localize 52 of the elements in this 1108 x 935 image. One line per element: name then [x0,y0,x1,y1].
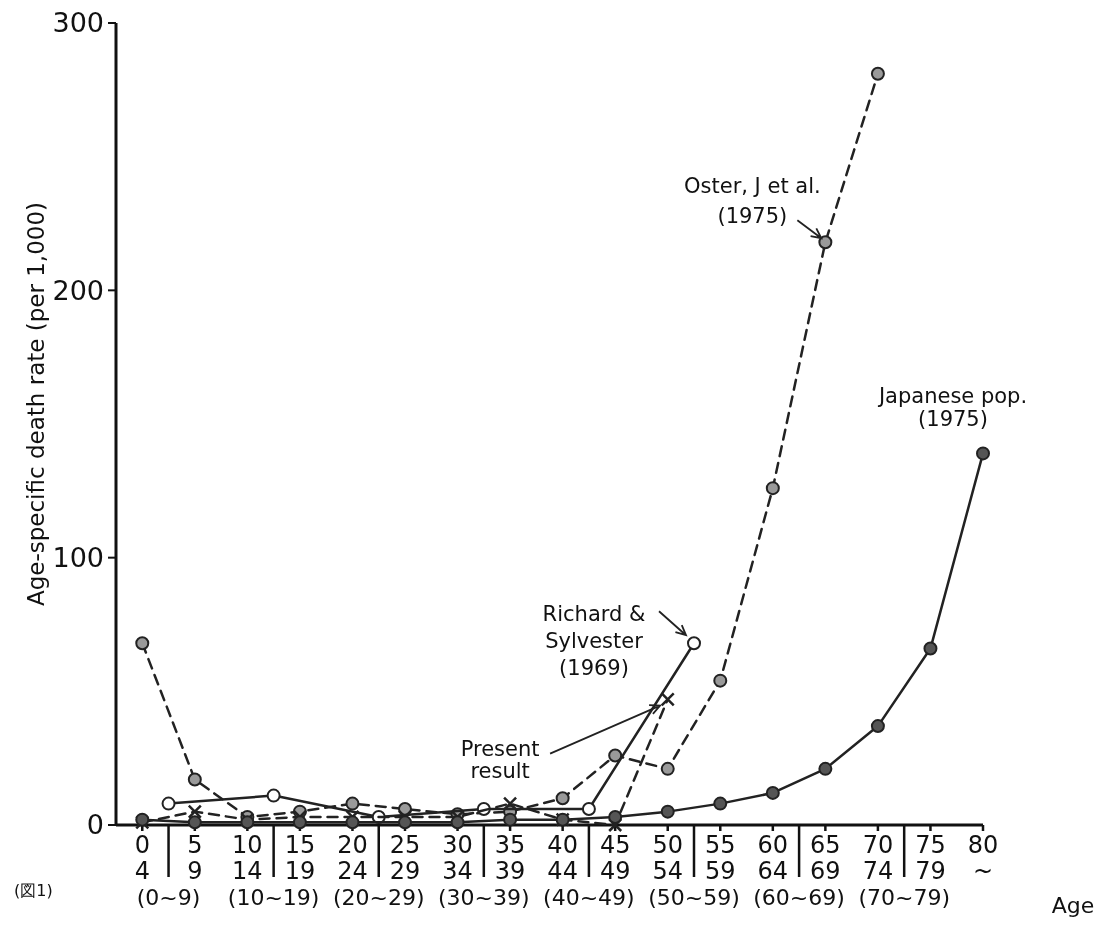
text: (図1) [14,881,53,900]
y-tick-label: 300 [52,7,104,39]
x2-tick-label: ~ [972,857,994,885]
text: (70~79) [858,885,950,910]
x2-tick-label: 54 [652,857,683,885]
text: (60~69) [753,885,845,910]
x-tick-label: 75 [915,831,946,859]
x2-tick-label: 44 [547,857,578,885]
text: (40~49) [543,885,635,910]
x-tick-label: 20 [337,831,368,859]
x2-tick-label: 69 [810,857,841,885]
y-tick-label: 200 [52,274,104,306]
x-tick-label: 80 [967,831,999,859]
x-tick-label: 50 [652,831,683,859]
x2-tick-label: 34 [442,857,473,885]
text: Japanese pop. (1975) [876,384,1028,432]
x2-tick-label: 39 [494,857,526,885]
x-tick-label: 30 [442,831,473,859]
x-tick-label: 65 [810,831,841,859]
x2-tick-label: 74 [862,857,894,885]
text: (0~9) [136,885,201,910]
x-tick-label: 10 [232,831,263,859]
x2-tick-label: 14 [232,857,263,885]
x-axis-title: Age [1051,893,1095,918]
x-tick-label: 60 [757,831,789,859]
text: (30~39) [438,885,530,910]
x2-tick-label: 59 [705,857,736,885]
x2-tick-label: 49 [599,857,631,885]
x2-tick-label: 4 [134,857,150,885]
x-tick-label: 35 [494,831,526,859]
x-tick-label: 0 [134,831,150,859]
series-label: Oster, J et al. (1975) [684,174,821,229]
x2-tick-label: 29 [389,857,421,885]
x2-tick-label: 24 [337,857,368,885]
y-tick-label: 100 [52,542,104,574]
x-tick-label: 45 [599,831,631,859]
text: (10~19) [227,885,320,910]
text: (50~59) [648,885,740,910]
x-tick-label: 40 [547,831,578,859]
x-tick-label: 25 [389,831,421,859]
x2-tick-label: 19 [284,857,316,885]
x-tick-label: 5 [187,831,203,859]
x2-tick-label: 64 [757,857,789,885]
x2-tick-label: 9 [187,857,203,885]
legend-label: Richard & Sylvester (1969) [542,602,646,681]
x-tick-label: 55 [705,831,736,859]
x2-tick-label: 79 [915,857,946,885]
y-axis-title: Age-specific death rate (per 1,000) [23,201,49,607]
x-tick-label: 70 [862,831,894,859]
x-tick-label: 15 [284,831,316,859]
series-label: Present result [460,736,540,783]
text: (20~29) [332,885,425,910]
